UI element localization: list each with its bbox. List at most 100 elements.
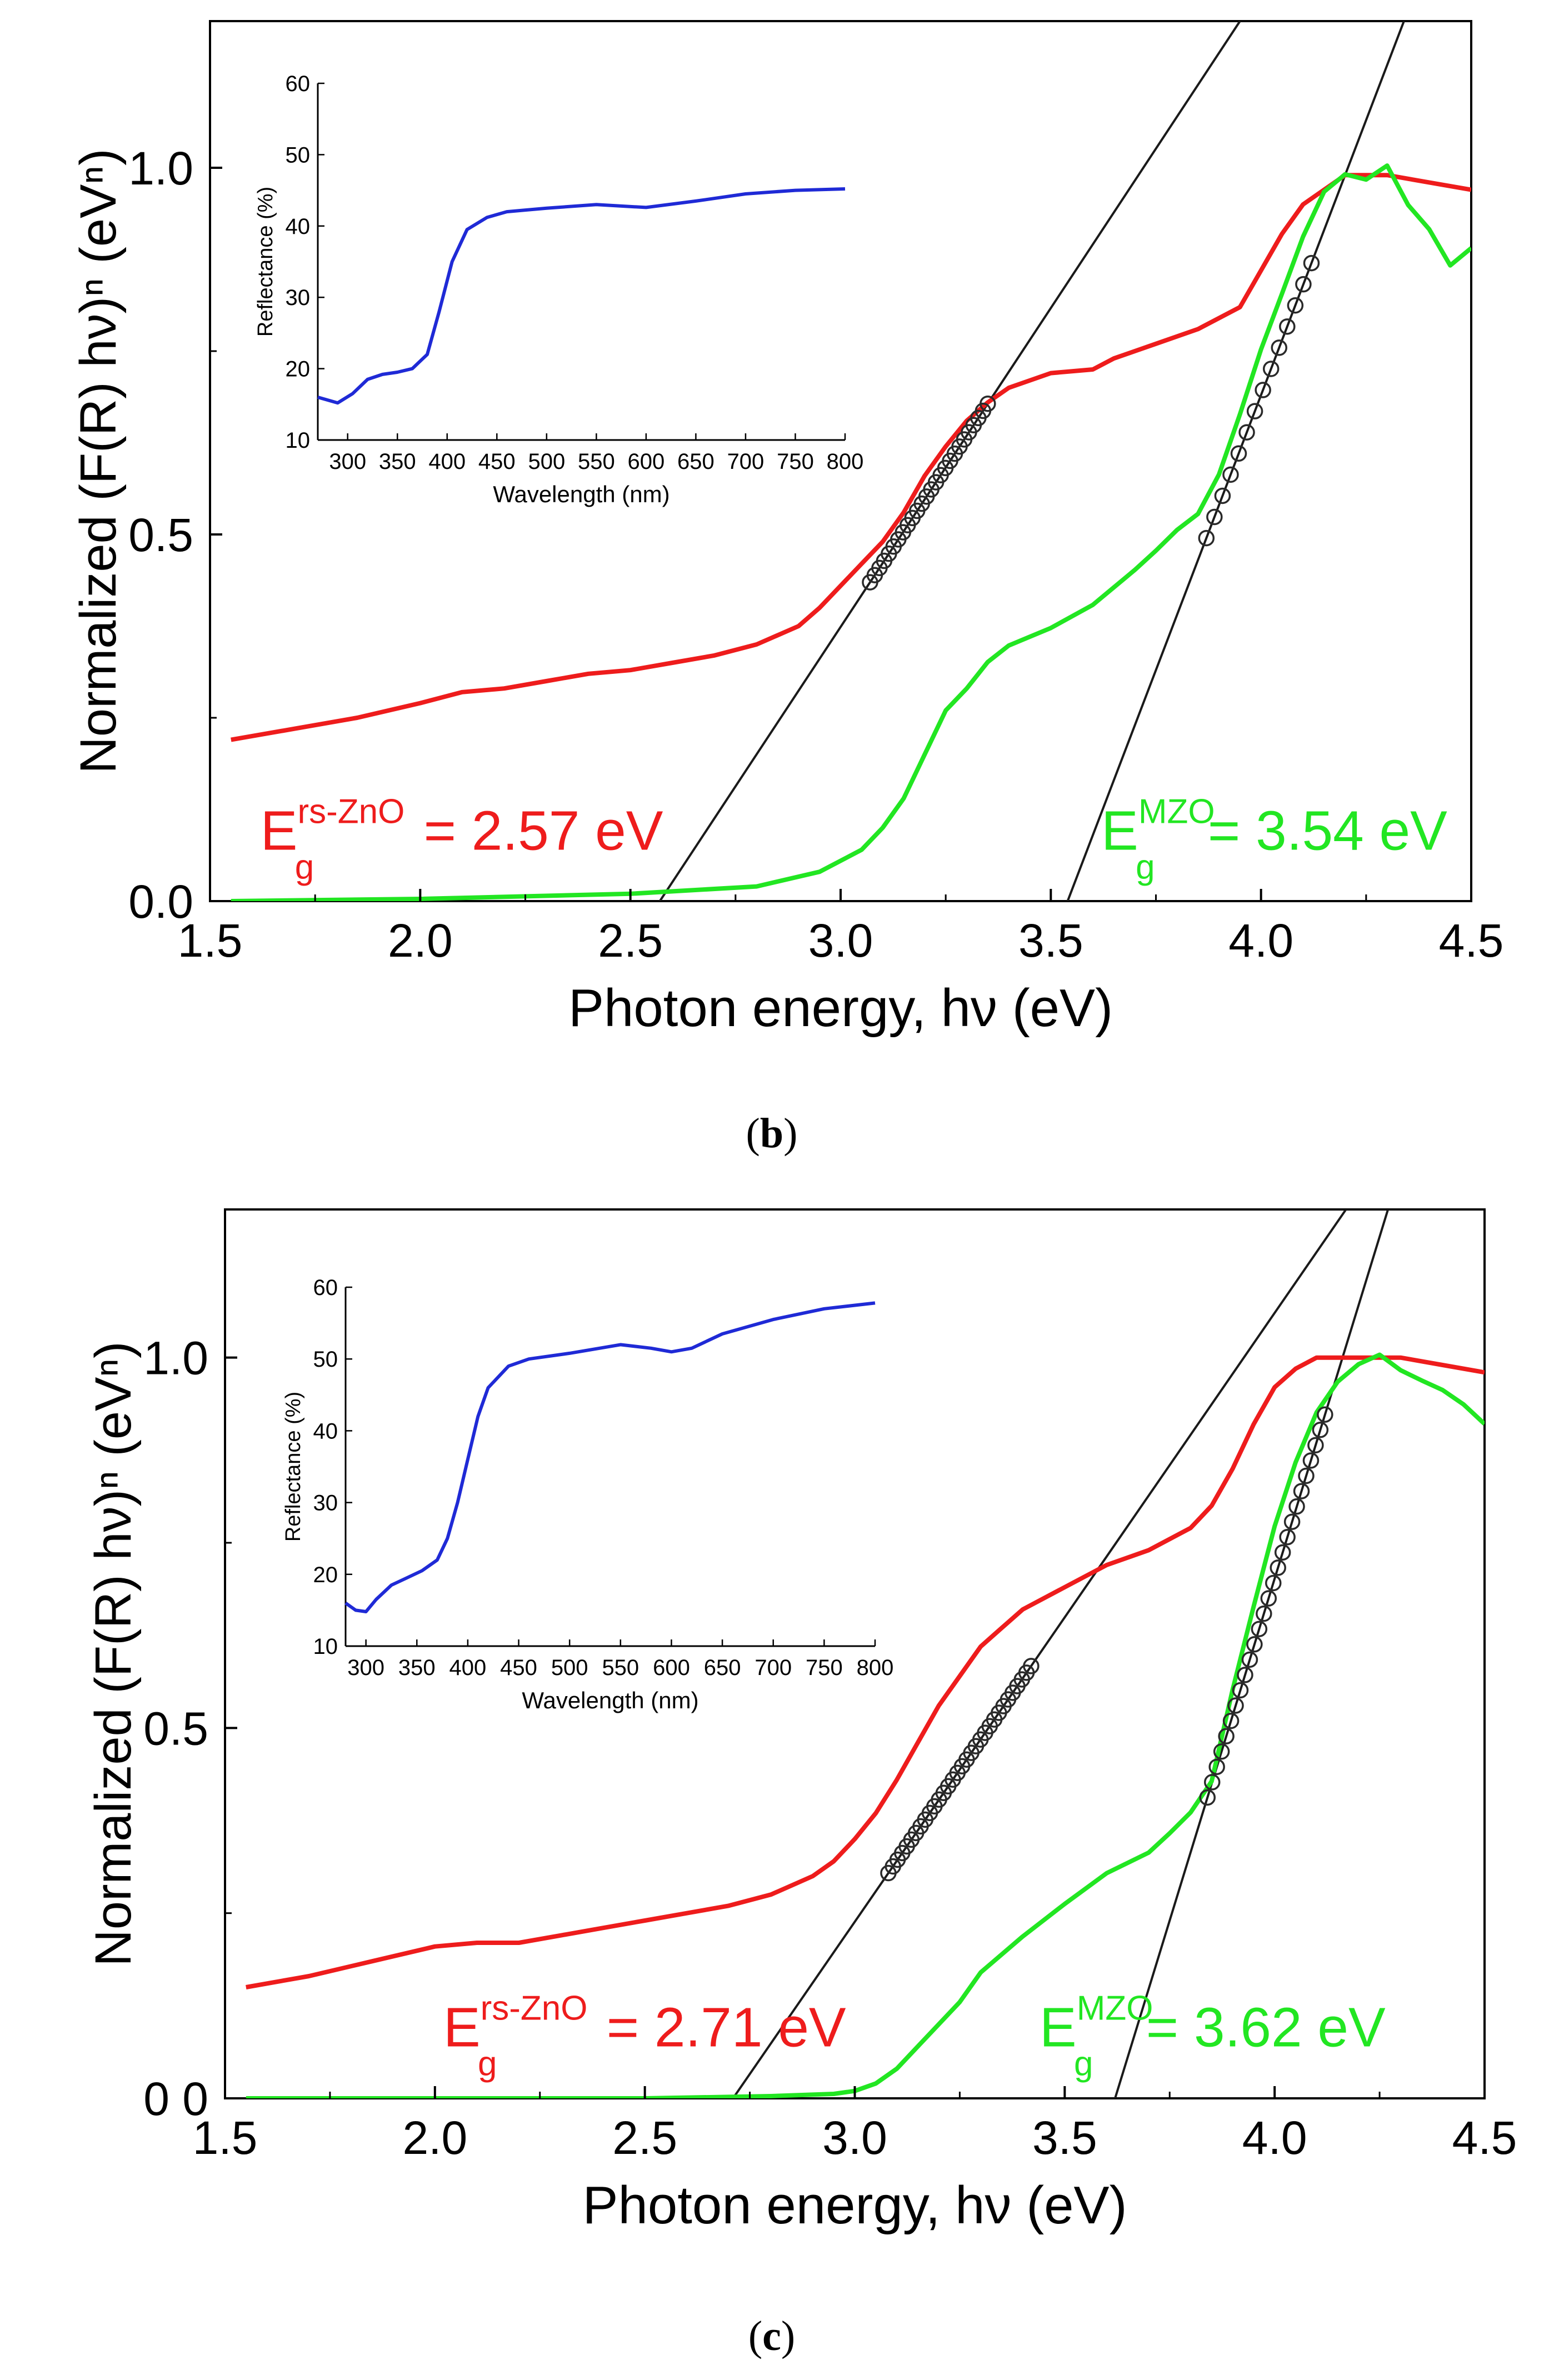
annotation-base: E (443, 1997, 481, 2059)
caption-open-paren: ( (748, 2313, 762, 2359)
fit-marker (1241, 1651, 1258, 1668)
inset-y-axis-label: Reflectance (%) (282, 1392, 305, 1542)
inset-x-tick-label: 700 (727, 449, 764, 474)
fit-marker (1302, 1452, 1320, 1469)
x-tick-label: 3.0 (822, 2112, 887, 2164)
fit-marker (1283, 1513, 1301, 1530)
fit-marker (1230, 445, 1247, 462)
fit-marker (1279, 1529, 1296, 1546)
inset-chart: 300 350 400 450 500 550 600 650 700 750 800 10 20 30 4… (282, 1276, 893, 1713)
figure-caption-c: (c) (748, 2313, 795, 2359)
y-tick-label: 1.0 (128, 142, 193, 194)
fit-marker (1255, 382, 1271, 398)
annotation-value: = 2.57 eV (408, 800, 663, 862)
annotation-rs-zno-gap: Ers-ZnO g = 2.57 eV (261, 793, 663, 887)
inset-x-tick-label: 600 (628, 449, 665, 474)
inset-x-tick-label: 700 (754, 1656, 792, 1680)
fit-marker (1206, 508, 1223, 526)
y-axis-label: Normalized (F(R) hν)ⁿ (eVⁿ) (85, 1341, 142, 1966)
x-tick-label: 3.0 (808, 914, 873, 967)
fit-marker (1287, 297, 1304, 314)
inset-x-axis-label: Wavelength (nm) (522, 1687, 698, 1713)
chart-panel-b: 1.5 2.0 2.5 3.0 3.5 4.0 4.5 0.0 0.5 1.0 Photon ene… (70, 20, 1504, 1038)
fit-marker (1307, 1437, 1324, 1454)
inset-x-tick-label: 400 (449, 1656, 487, 1680)
annotation-value: = 3.62 eV (1131, 1997, 1386, 2059)
fit-marker (1256, 1605, 1272, 1622)
inset-x-tick-label: 650 (677, 449, 714, 474)
plot-data-area (246, 1209, 1485, 2098)
annotation-base: E (1101, 800, 1138, 862)
fit-marker (1218, 1728, 1235, 1744)
annotation-sup: rs-ZnO (481, 1989, 588, 2028)
fit-line-rs-zno (658, 21, 1241, 901)
annotation-value: = 2.71 eV (591, 1997, 846, 2059)
annotation-sub: g (295, 848, 314, 887)
fit-marker (1270, 1559, 1286, 1576)
fit-marker (1260, 1590, 1277, 1607)
annotation-sup: MZO (1077, 1989, 1153, 2028)
inset-y-tick-label: 20 (313, 1563, 338, 1587)
fit-marker (1227, 1697, 1244, 1714)
inset-x-tick-label: 800 (827, 449, 864, 474)
caption-letter: b (760, 1110, 783, 1157)
inset-x-tick-label: 800 (857, 1656, 894, 1680)
chart-panel-c: 1.5 2.0 2.5 3.0 3.5 4.0 4.5 0 0 0.5 1.0 Photon ene… (85, 1208, 1517, 2235)
y-tick-label: 0.0 (128, 876, 193, 928)
annotation-mzo-gap: EMZO g = 3.54 eV (1101, 793, 1447, 887)
fit-marker (1238, 424, 1255, 441)
inset-x-tick-label: 400 (428, 449, 466, 474)
fit-marker (1199, 1789, 1216, 1806)
inset-chart: 300 350 400 450 500 550 600 650 700 750 800 10 20 30 4… (254, 72, 863, 507)
inset-y-tick-label: 50 (286, 143, 311, 167)
plot-frame (224, 1208, 1486, 2099)
annotation-rs-zno-gap: Ers-ZnO g = 2.71 eV (443, 1989, 846, 2083)
x-axis-label: Photon energy, hν (eV) (582, 2176, 1127, 2235)
plot-data-area (231, 21, 1471, 901)
annotation-sub: g (478, 2045, 497, 2083)
fit-marker (1317, 1406, 1333, 1423)
inset-x-tick-label: 350 (379, 449, 416, 474)
fit-marker (1222, 466, 1239, 483)
annotation-base: E (261, 800, 298, 862)
series-rs-zno (246, 1355, 1485, 1989)
caption-close-paren: ) (783, 1110, 797, 1157)
inset-y-tick-label: 10 (286, 428, 311, 453)
fit-marker (1274, 1544, 1291, 1561)
annotation-mzo-gap: EMZO g = 3.62 eV (1040, 1989, 1386, 2083)
caption-open-paren: ( (746, 1110, 760, 1157)
annotation-sup: MZO (1138, 793, 1215, 831)
inset-reflectance-curve (344, 1301, 876, 1613)
fit-marker (1213, 1743, 1230, 1760)
x-tick-label: 4.5 (1439, 914, 1504, 967)
y-tick-label: 1.0 (143, 1332, 208, 1384)
inset-x-tick-label: 300 (329, 449, 366, 474)
inset-y-tick-label: 60 (286, 72, 311, 96)
inset-x-tick-label: 350 (398, 1656, 436, 1680)
inset-y-tick-label: 60 (313, 1276, 338, 1300)
fit-marker (1246, 403, 1263, 419)
annotation-sup: rs-ZnO (298, 793, 405, 831)
inset-x-tick-label: 550 (602, 1656, 639, 1680)
inset-y-tick-label: 30 (286, 286, 311, 310)
inset-x-tick-label: 750 (806, 1656, 843, 1680)
inset-x-tick-label: 500 (551, 1656, 588, 1680)
x-axis-label: Photon energy, hν (eV) (568, 978, 1113, 1038)
fit-marker (1251, 1621, 1268, 1637)
inset-y-tick-label: 20 (286, 357, 311, 382)
series-rs-zno (231, 173, 1471, 742)
fit-marker (1246, 1636, 1263, 1653)
fit-marker (1265, 1574, 1282, 1592)
fit-marker (1271, 339, 1288, 356)
series-mzo (231, 163, 1471, 901)
fit-line-rs-zno (732, 1209, 1347, 2098)
fit-marker (1198, 529, 1215, 547)
fit-marker (980, 395, 996, 412)
fit-marker (1293, 1483, 1310, 1499)
fit-marker (1303, 254, 1320, 272)
x-tick-label: 2.5 (612, 2112, 677, 2164)
y-tick-label: 0.5 (143, 1702, 208, 1754)
x-tick-label: 1.5 (178, 914, 243, 967)
inset-y-tick-label: 50 (313, 1347, 338, 1372)
